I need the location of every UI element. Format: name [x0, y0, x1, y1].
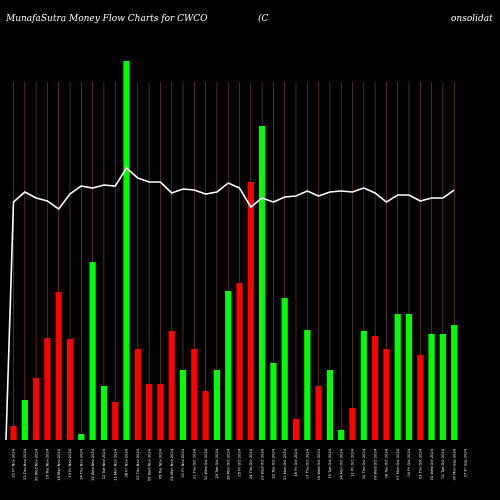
x-tick-label: 07 Thu Nov 2024 — [136, 448, 140, 480]
x-tick-label: 09 Wed Oct 2024 — [373, 448, 377, 480]
x-tick-label: 06 Wed Nov 2024 — [147, 448, 151, 481]
money-flow-bar — [168, 331, 175, 440]
money-flow-bar — [439, 334, 446, 440]
money-flow-bar — [270, 363, 277, 440]
money-flow-bar — [100, 386, 107, 440]
money-flow-bar — [372, 336, 379, 440]
money-flow-line — [5, 166, 455, 441]
money-flow-bar — [349, 408, 356, 440]
x-tick-label: 21 Thu Nov 2024 — [23, 448, 27, 480]
x-tick-label: 04 Fri Oct 2024 — [407, 448, 411, 476]
money-flow-bar — [360, 331, 367, 440]
money-flow-bar — [281, 298, 288, 440]
money-flow-bar — [338, 430, 345, 440]
x-tick-label: 22 Tue Oct 2024 — [272, 448, 276, 478]
money-flow-bar — [21, 400, 28, 440]
money-flow-bar — [405, 314, 413, 440]
money-flow-bar — [146, 384, 153, 440]
money-flow-bar — [78, 434, 85, 440]
x-tick-label: 08 Fri Nov 2024 — [125, 448, 129, 477]
x-tick-label: 13 Wed Nov 2024 — [91, 448, 95, 481]
money-flow-bar — [179, 370, 187, 440]
x-tick-label: 17 Thu Oct 2024 — [306, 448, 310, 479]
x-tick-label: 01 Fri Nov 2024 — [181, 448, 185, 477]
money-flow-bar — [89, 262, 96, 440]
x-tick-label: 11 Fri Oct 2024 — [351, 448, 355, 476]
x-tick-label: 29 Tue Oct 2024 — [215, 448, 219, 478]
money-flow-bar — [236, 283, 243, 440]
money-flow-bar — [202, 391, 209, 440]
money-flow-bar — [225, 291, 232, 440]
x-tick-label: 31 Thu Oct 2024 — [193, 448, 197, 479]
x-tick-label: 30 Wed Oct 2024 — [204, 448, 208, 480]
money-flow-bar — [66, 339, 74, 440]
x-tick-label: 18 Mon Nov 2024 — [57, 448, 61, 480]
x-tick-label: 22 Fri Nov 2024 — [12, 448, 16, 477]
money-flow-bar — [157, 384, 164, 440]
x-tick-label: 10 Thu Oct 2024 — [362, 448, 366, 479]
money-flow-bar — [259, 126, 266, 440]
x-tick-label: 25 Fri Oct 2024 — [238, 448, 242, 476]
x-tick-label: 07 Mon Oct 2024 — [396, 448, 400, 480]
x-tick-label: 19 Tue Nov 2024 — [46, 448, 50, 479]
x-tick-label: 20 Wed Nov 2024 — [34, 448, 38, 481]
x-tick-label: 27 Fri Sep 2024 — [464, 448, 468, 477]
money-flow-bar — [247, 182, 254, 440]
money-flow-bar — [191, 349, 198, 440]
chart-title-company-open: (C — [258, 13, 269, 24]
x-tick-label: 14 Thu Nov 2024 — [80, 448, 84, 480]
money-flow-bar — [44, 338, 51, 440]
x-tick-label: 15 Tue Oct 2024 — [328, 448, 332, 478]
x-tick-label: 21 Mon Oct 2024 — [283, 448, 287, 480]
money-flow-bar — [428, 334, 435, 440]
money-flow-bar — [292, 419, 300, 440]
x-tick-label: 23 Wed Oct 2024 — [260, 448, 264, 480]
money-flow-bar — [123, 61, 130, 440]
x-tick-label: 11 Mon Nov 2024 — [113, 448, 117, 480]
money-flow-bar — [304, 330, 311, 440]
x-tick-label: 12 Tue Nov 2024 — [102, 448, 106, 479]
money-flow-bars — [10, 61, 458, 440]
money-flow-bar — [451, 325, 458, 440]
money-flow-bar — [315, 386, 322, 440]
money-flow-bar — [417, 355, 424, 440]
money-flow-bar — [394, 314, 401, 440]
x-tick-label: 30 Mon Sep 2024 — [452, 448, 456, 480]
money-flow-bar — [112, 402, 119, 440]
x-tick-label: 16 Wed Oct 2024 — [317, 448, 321, 480]
x-tick-label: 03 Thu Oct 2024 — [419, 448, 423, 479]
money-flow-bar — [326, 370, 333, 440]
money-flow-bar — [134, 349, 141, 440]
money-flow-bar — [213, 370, 220, 440]
x-tick-label: 15 Fri Nov 2024 — [68, 448, 72, 477]
x-axis-tick-labels: 22 Fri Nov 2024 21 Thu Nov 2024 20 Wed Nov… — [12, 448, 468, 481]
chart-title: MunafaSutra Money Flow Charts for CWCO — [5, 14, 208, 24]
money-flow-bar — [10, 426, 17, 440]
x-tick-label: 24 Thu Oct 2024 — [249, 448, 253, 479]
x-tick-label: 04 Mon Nov 2024 — [170, 448, 174, 480]
x-tick-label: 18 Fri Oct 2024 — [294, 448, 298, 476]
money-flow-bar — [55, 292, 62, 440]
x-tick-label: 08 Tue Oct 2024 — [385, 448, 389, 478]
x-tick-label: 01 Tue Oct 2024 — [441, 448, 445, 478]
money-flow-bar — [33, 378, 40, 440]
x-tick-label: 28 Mon Oct 2024 — [226, 448, 230, 480]
x-tick-label: 05 Tue Nov 2024 — [159, 448, 163, 479]
x-tick-label: 02 Wed Oct 2024 — [430, 448, 434, 480]
chart-title-company-name: onsolidat — [451, 14, 493, 24]
x-tick-label: 14 Mon Oct 2024 — [339, 448, 343, 480]
money-flow-bar — [383, 349, 390, 440]
